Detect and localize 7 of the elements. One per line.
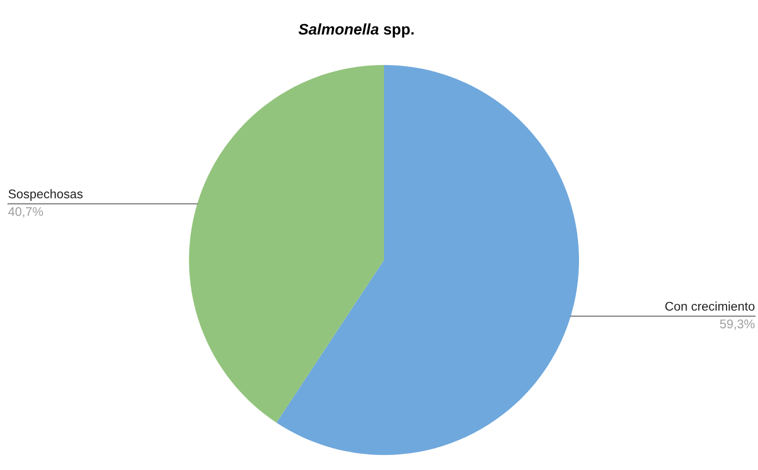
pie-slice (189, 65, 384, 423)
data-label: 59,3% (720, 319, 755, 330)
pie-slice (276, 65, 579, 455)
slice-label: Sospechosas (8, 189, 83, 201)
slice-label: Con crecimiento (665, 302, 754, 311)
chart-title: Salmonella spp. (298, 23, 414, 38)
data-label: 40,7% (8, 207, 43, 218)
